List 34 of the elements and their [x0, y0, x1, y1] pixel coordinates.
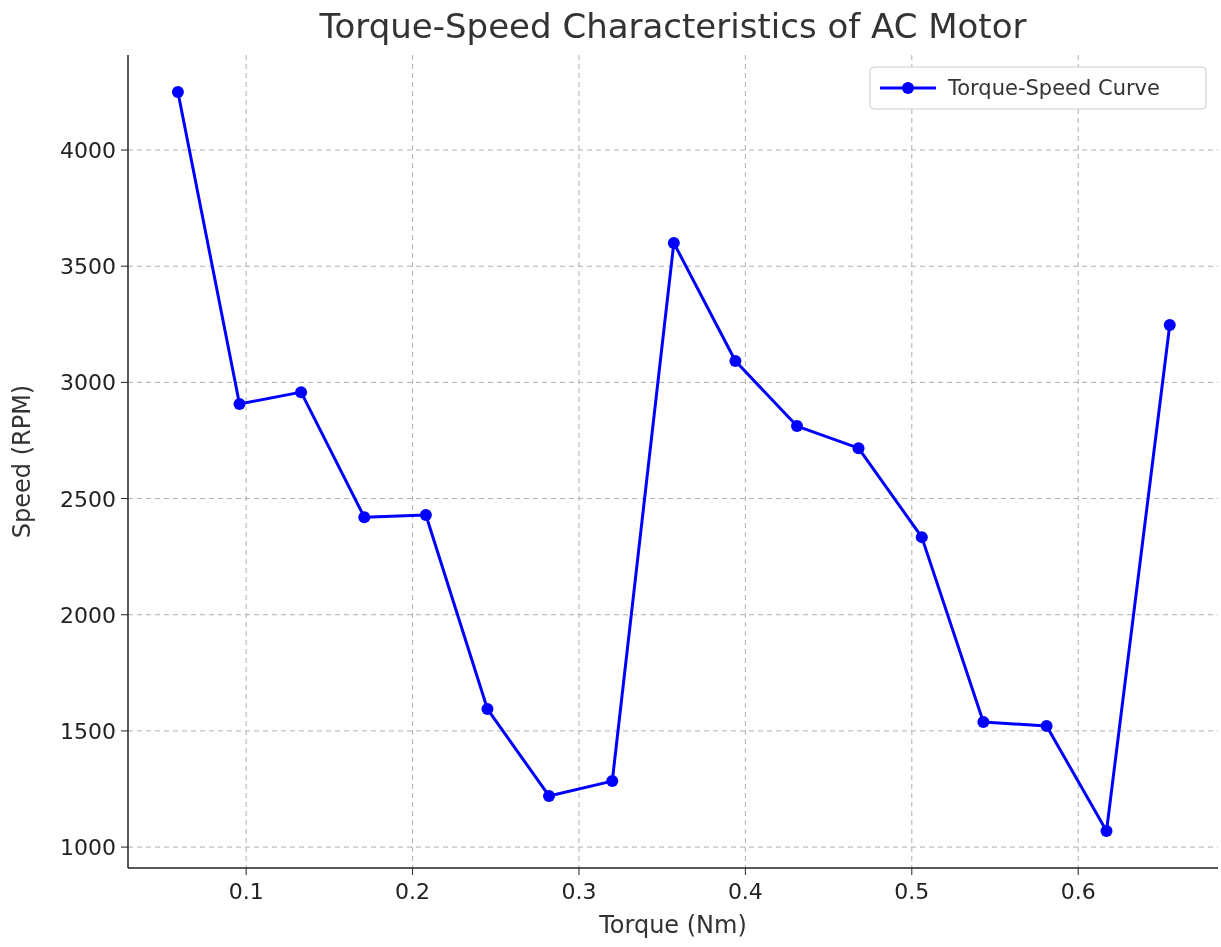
point: [1100, 825, 1113, 838]
legend-label: Torque-Speed Curve: [947, 76, 1160, 100]
point: [233, 397, 246, 410]
point: [1163, 318, 1176, 331]
y-tick-label: 4000: [60, 138, 116, 164]
point: [729, 355, 742, 368]
x-axis-title: Torque (Nm): [598, 911, 747, 939]
point: [171, 85, 184, 98]
point: [606, 775, 619, 788]
y-tick-label: 1000: [60, 835, 116, 861]
point: [295, 386, 308, 399]
point: [977, 716, 990, 729]
point: [667, 236, 680, 249]
x-tick-label: 0.4: [727, 879, 763, 904]
y-tick-label: 2000: [60, 602, 116, 628]
x-tick-label: 0.2: [395, 879, 431, 904]
x-tick-label: 0.5: [894, 879, 930, 904]
point: [419, 509, 432, 522]
point: [1040, 720, 1053, 733]
chart-title: Torque-Speed Characteristics of AC Motor: [318, 6, 1027, 46]
point: [481, 703, 494, 716]
x-tick-label: 0.1: [228, 879, 264, 904]
y-tick-label: 3000: [60, 370, 116, 396]
y-tick-label: 2500: [60, 486, 116, 512]
point: [790, 420, 803, 433]
x-tick-label: 0.3: [561, 879, 597, 904]
point: [543, 789, 556, 802]
point: [915, 531, 928, 544]
point: [852, 442, 865, 455]
y-tick-label: 1500: [60, 718, 116, 744]
point: [358, 511, 371, 524]
y-axis-title: Speed (RPM): [8, 384, 36, 539]
y-tick-label: 3500: [60, 254, 116, 280]
x-tick-label: 0.6: [1060, 879, 1096, 904]
